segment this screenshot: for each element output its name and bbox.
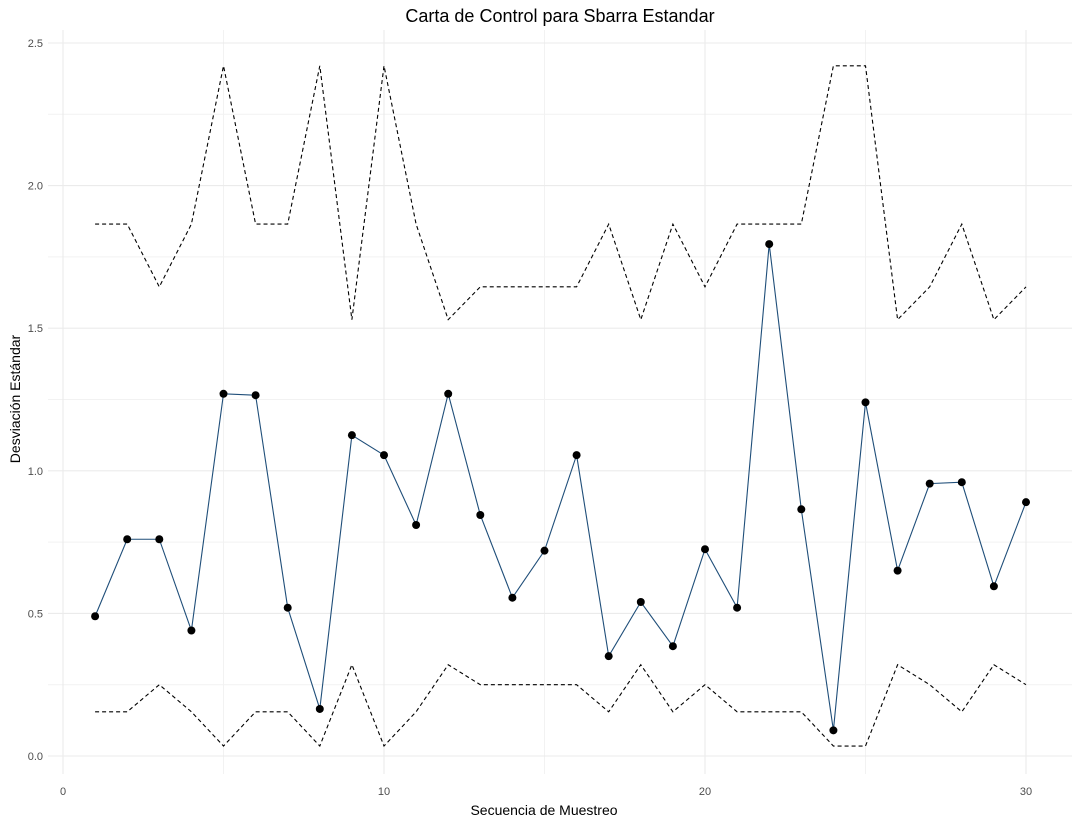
y-tick-label: 2.0 xyxy=(28,181,43,193)
major-gridlines xyxy=(48,30,1072,774)
data-point xyxy=(444,389,453,398)
y-tick-label: 1.0 xyxy=(28,466,43,478)
data-point xyxy=(123,535,132,544)
data-point xyxy=(925,479,934,488)
y-tick-label: 0.0 xyxy=(28,751,43,763)
data-point xyxy=(251,391,260,400)
data-point xyxy=(1022,498,1030,507)
y-tick-label: 1.5 xyxy=(28,323,43,335)
data-point xyxy=(508,593,517,602)
data-point xyxy=(380,451,388,460)
data-point xyxy=(636,597,645,606)
data-point xyxy=(155,535,164,544)
y-axis-label: Desviación Estándar xyxy=(7,334,23,463)
data-point xyxy=(219,389,228,398)
data-point xyxy=(412,520,421,529)
data-point xyxy=(283,603,292,612)
data-point xyxy=(893,566,902,575)
data-point xyxy=(957,478,966,487)
data-point xyxy=(668,642,677,651)
data-points xyxy=(91,240,1030,735)
data-point xyxy=(315,704,324,713)
chart-title: Carta de Control para Sbarra Estandar xyxy=(405,6,714,26)
data-point xyxy=(989,582,998,591)
data-point xyxy=(347,431,356,440)
y-tick-label: 2.5 xyxy=(28,38,43,50)
lower_limit-line xyxy=(95,663,1027,748)
data-point xyxy=(829,726,838,735)
data-line xyxy=(94,243,1027,731)
data-point xyxy=(797,505,806,514)
x-tick-label: 30 xyxy=(1020,786,1032,798)
x-axis-label: Secuencia de Muestreo xyxy=(470,802,617,818)
data-point xyxy=(572,451,581,460)
series-layer xyxy=(94,65,1027,748)
y-axis-ticks: 0.0 0.5 1.0 1.5 2.0 2.5 xyxy=(28,38,43,763)
y-tick-label: 0.5 xyxy=(28,608,43,620)
data-point xyxy=(701,545,709,554)
data-point xyxy=(765,240,774,249)
data-point xyxy=(861,398,870,407)
x-axis-ticks: 0 10 20 30 xyxy=(60,786,1032,798)
minor-gridlines xyxy=(48,30,1072,774)
data-point xyxy=(733,603,742,612)
x-tick-label: 20 xyxy=(699,786,711,798)
upper_limit-line xyxy=(95,65,1027,322)
data-point xyxy=(604,652,613,661)
x-tick-label: 0 xyxy=(60,786,66,798)
x-tick-label: 10 xyxy=(378,786,390,798)
data-point xyxy=(540,546,549,555)
data-point xyxy=(187,626,196,635)
data-point xyxy=(91,612,100,621)
data-point xyxy=(476,511,485,520)
